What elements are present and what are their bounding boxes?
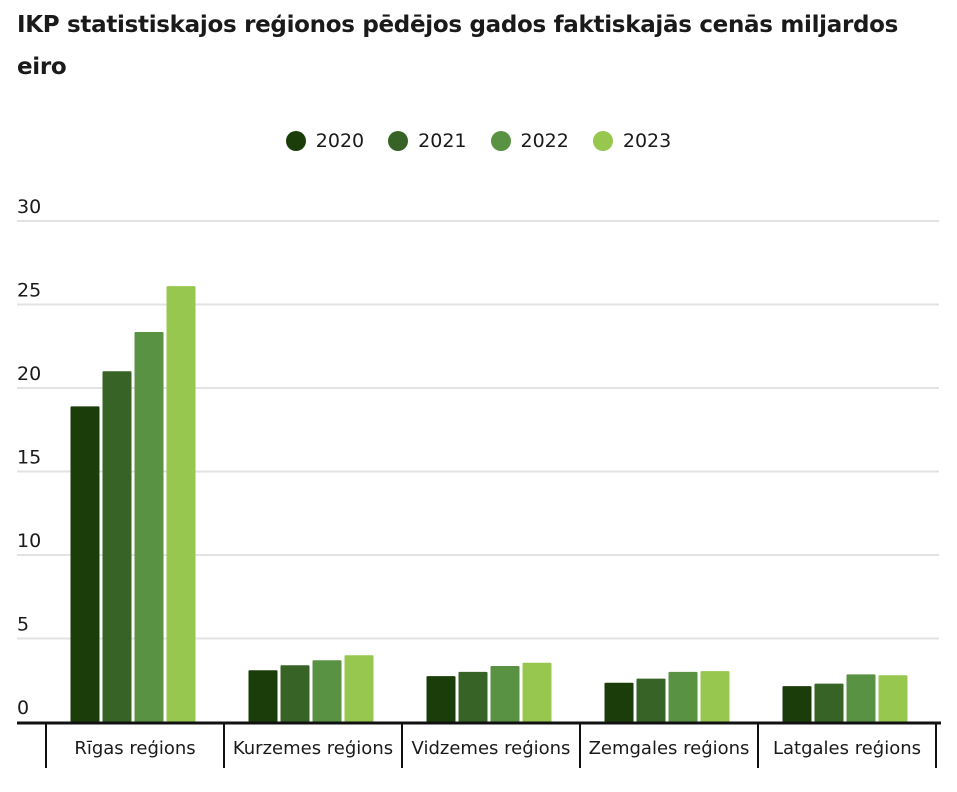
bar-2020-3[interactable]: [604, 682, 634, 722]
bar-2020-2[interactable]: [426, 676, 456, 722]
bar-2022-3[interactable]: [668, 671, 698, 722]
bar-2023-0[interactable]: [166, 286, 196, 722]
x-tick-label-3: Zemgales reģions: [589, 738, 750, 759]
y-tick-label-0: 0: [17, 697, 29, 719]
x-tick-label-1: Kurzemes reģions: [233, 738, 393, 759]
legend-swatch-2023: [592, 131, 613, 151]
legend-swatch-2022: [490, 131, 511, 151]
bar-2020-0[interactable]: [70, 406, 100, 722]
y-tick-label-15: 15: [17, 447, 41, 469]
y-tick-label-5: 5: [17, 614, 29, 636]
legend-item-2021[interactable]: 2021: [388, 130, 467, 152]
x-tick-label-0: Rīgas reģions: [74, 738, 195, 759]
x-tick-label-2: Vidzemes reģions: [412, 738, 571, 759]
legend: 2020 2021 2022 2023: [0, 130, 957, 152]
legend-label-2022: 2022: [520, 130, 569, 152]
y-tick-label-25: 25: [17, 280, 41, 302]
bar-2021-0[interactable]: [102, 371, 132, 722]
legend-label-2023: 2023: [622, 130, 672, 152]
bar-2022-4[interactable]: [846, 674, 876, 722]
y-tick-label-30: 30: [17, 196, 41, 218]
bar-2020-1[interactable]: [248, 670, 278, 722]
bar-2023-3[interactable]: [700, 671, 730, 722]
x-tick-label-4: Latgales reģions: [773, 738, 921, 759]
legend-swatch-2021: [388, 131, 409, 151]
bars: [70, 286, 908, 722]
legend-item-2023[interactable]: 2023: [592, 130, 672, 152]
bar-2023-1[interactable]: [344, 655, 374, 722]
y-tick-label-10: 10: [17, 530, 41, 552]
legend-label-2020: 2020: [315, 130, 365, 152]
bar-2021-4[interactable]: [814, 683, 844, 722]
bar-2021-1[interactable]: [280, 665, 310, 722]
y-axis-ticks: 0 5 10 15 20 25 30: [17, 196, 41, 719]
y-tick-label-20: 20: [17, 363, 41, 385]
legend-item-2022[interactable]: 2022: [490, 130, 569, 152]
bar-2023-2[interactable]: [522, 662, 552, 722]
legend-swatch-2020: [285, 131, 306, 151]
bar-2022-2[interactable]: [490, 666, 520, 722]
bar-2021-2[interactable]: [458, 671, 488, 722]
bar-2023-4[interactable]: [878, 675, 908, 722]
chart-title: IKP statistiskajos reģionos pēdējos gado…: [17, 12, 899, 80]
bar-2022-1[interactable]: [312, 660, 342, 722]
legend-item-2020[interactable]: 2020: [285, 130, 365, 152]
legend-label-2021: 2021: [418, 130, 467, 152]
bar-2020-4[interactable]: [782, 686, 812, 722]
bar-2022-0[interactable]: [134, 332, 164, 722]
x-axis: Rīgas reģions Kurzemes reģions Vidzemes re…: [17, 721, 941, 768]
bar-2021-3[interactable]: [636, 678, 666, 722]
